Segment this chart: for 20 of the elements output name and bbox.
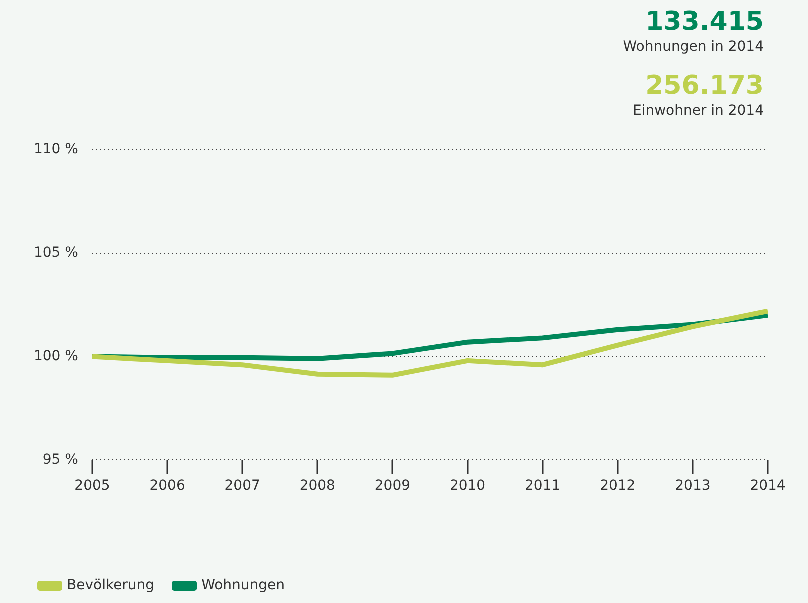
text: Einwohner in 2014: [632, 102, 764, 120]
x-tick-label: 2012: [600, 478, 636, 494]
x-tick-label: 2005: [74, 478, 110, 494]
y-tick-label: 105 %: [34, 245, 78, 262]
y-tick-label: 100 %: [34, 348, 78, 364]
x-tick-label: 2013: [675, 478, 711, 494]
x-tick-label: 2006: [150, 478, 186, 494]
text: 256.173: [644, 70, 764, 102]
legend-label: Wohnungen: [202, 578, 286, 594]
y-tick-label: 95 %: [42, 452, 78, 468]
y-tick-label: 110 %: [34, 142, 78, 158]
legend-label: Bevölkerung: [67, 578, 155, 594]
text: 133.415: [644, 6, 764, 38]
text: Wohnungen in 2014: [623, 38, 764, 56]
x-tick-label: 2007: [224, 478, 260, 494]
x-tick-label: 2008: [300, 478, 336, 494]
x-tick-label: 2010: [450, 478, 486, 494]
x-tick-label: 2011: [525, 478, 561, 494]
x-tick-label: 2009: [374, 478, 411, 494]
x-tick-label: 2014: [750, 478, 786, 494]
